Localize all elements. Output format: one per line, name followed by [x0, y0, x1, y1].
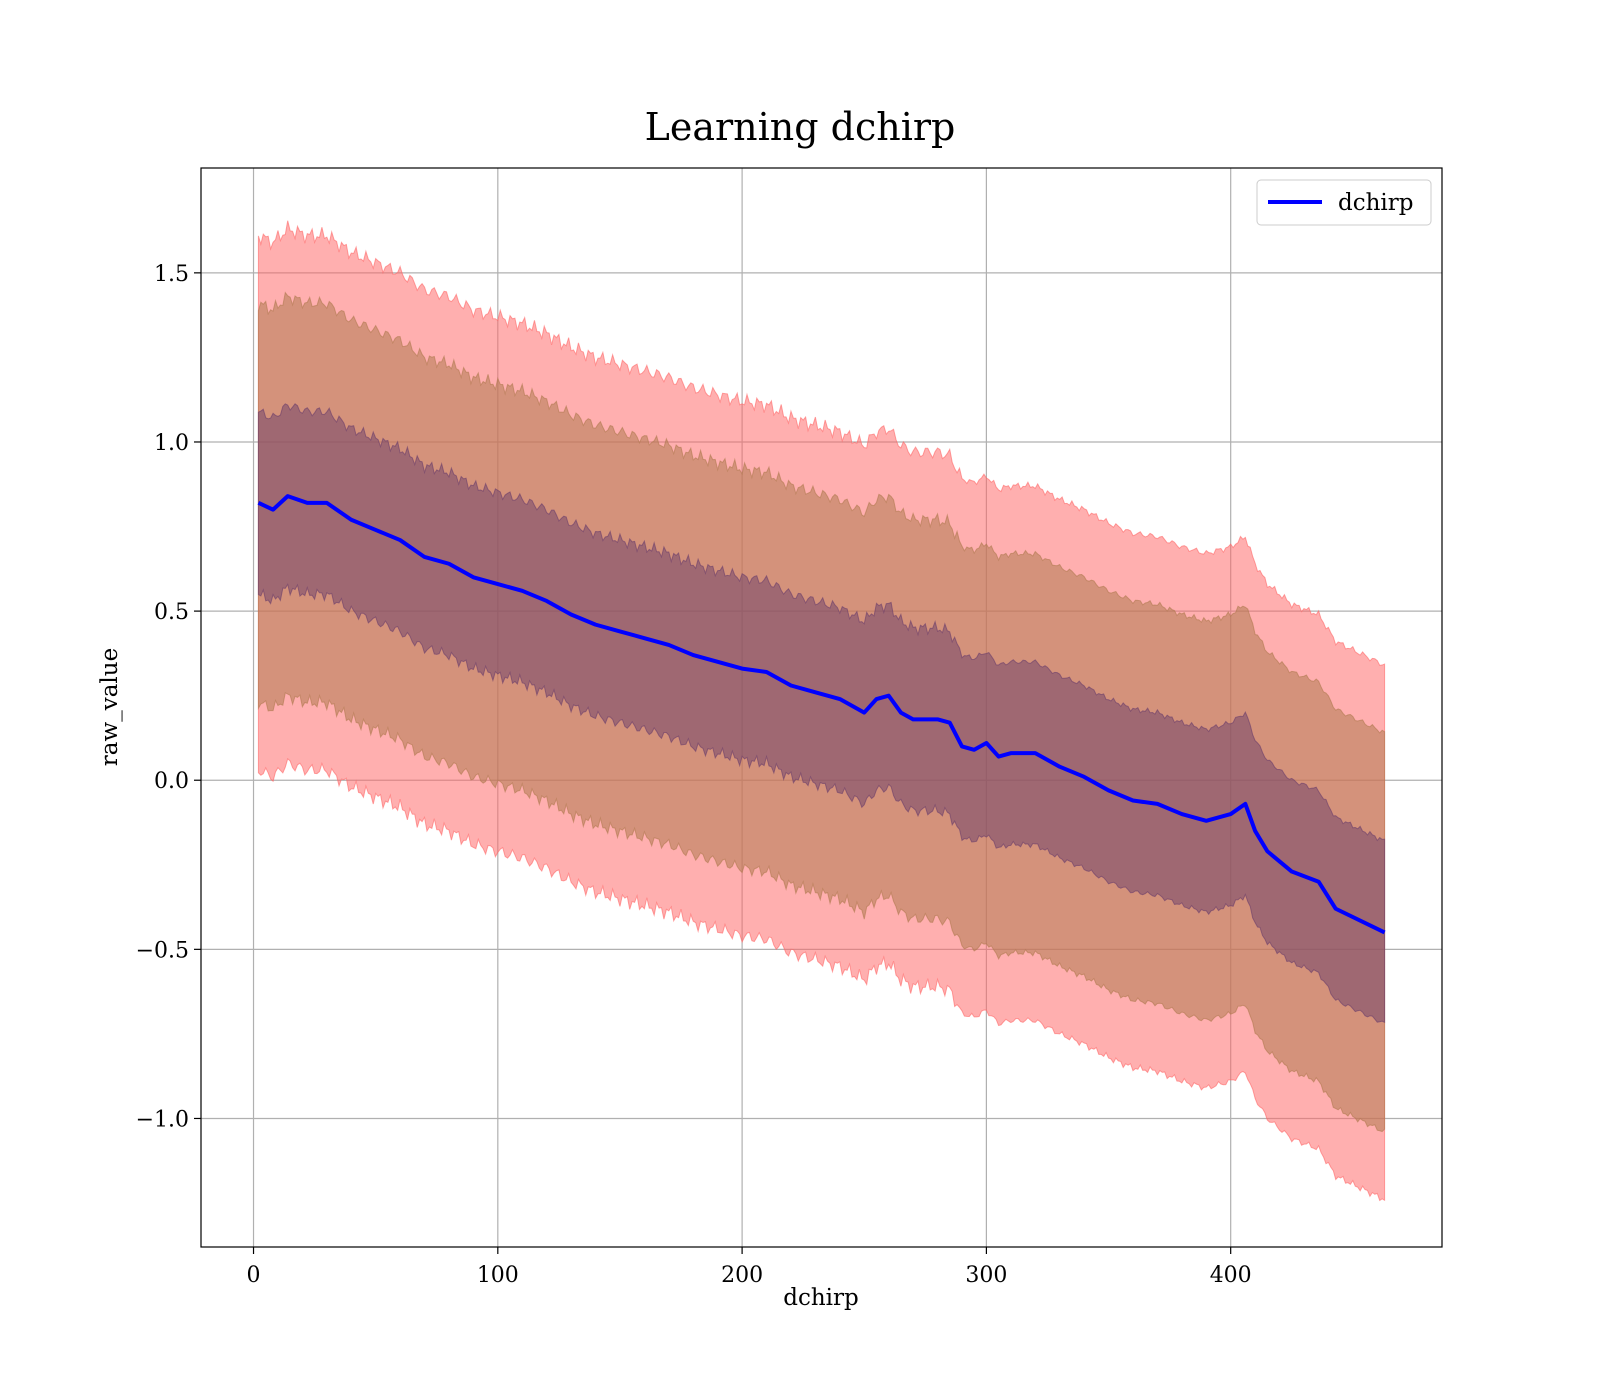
x-tick-label: 200	[721, 1263, 763, 1288]
chart-title: Learning dchirp	[645, 105, 956, 149]
x-tick-label: 0	[247, 1263, 261, 1288]
plot-frame	[200, 167, 1443, 1248]
y-axis-ticks: −1.0 −0.5 0.0 0.5 1.0 1.5	[136, 262, 201, 1132]
x-tick-label: 400	[1210, 1263, 1252, 1288]
y-tick-label: 1.0	[154, 431, 189, 456]
legend-box	[1256, 179, 1432, 226]
y-tick-label: 0.5	[154, 600, 189, 625]
x-tick-label: 100	[477, 1263, 519, 1288]
y-axis-label: raw_value	[97, 648, 123, 766]
band-inner	[257, 403, 1386, 1024]
y-tick-label: −0.5	[136, 938, 189, 963]
x-tick-label: 300	[965, 1263, 1007, 1288]
y-tick-label: 1.5	[154, 262, 189, 287]
y-tick-label: 0.0	[154, 769, 189, 794]
series-line-dchirp	[257, 494, 1386, 935]
legend: dchirp	[1256, 179, 1432, 226]
x-axis-label: dchirp	[783, 1285, 859, 1311]
legend-label-dchirp: dchirp	[1338, 190, 1414, 216]
y-tick-label: −1.0	[136, 1107, 189, 1132]
x-axis-ticks: 0 100 200 300 400	[247, 1247, 1252, 1288]
confidence-bands	[257, 220, 1386, 1202]
series-lines	[257, 494, 1386, 935]
